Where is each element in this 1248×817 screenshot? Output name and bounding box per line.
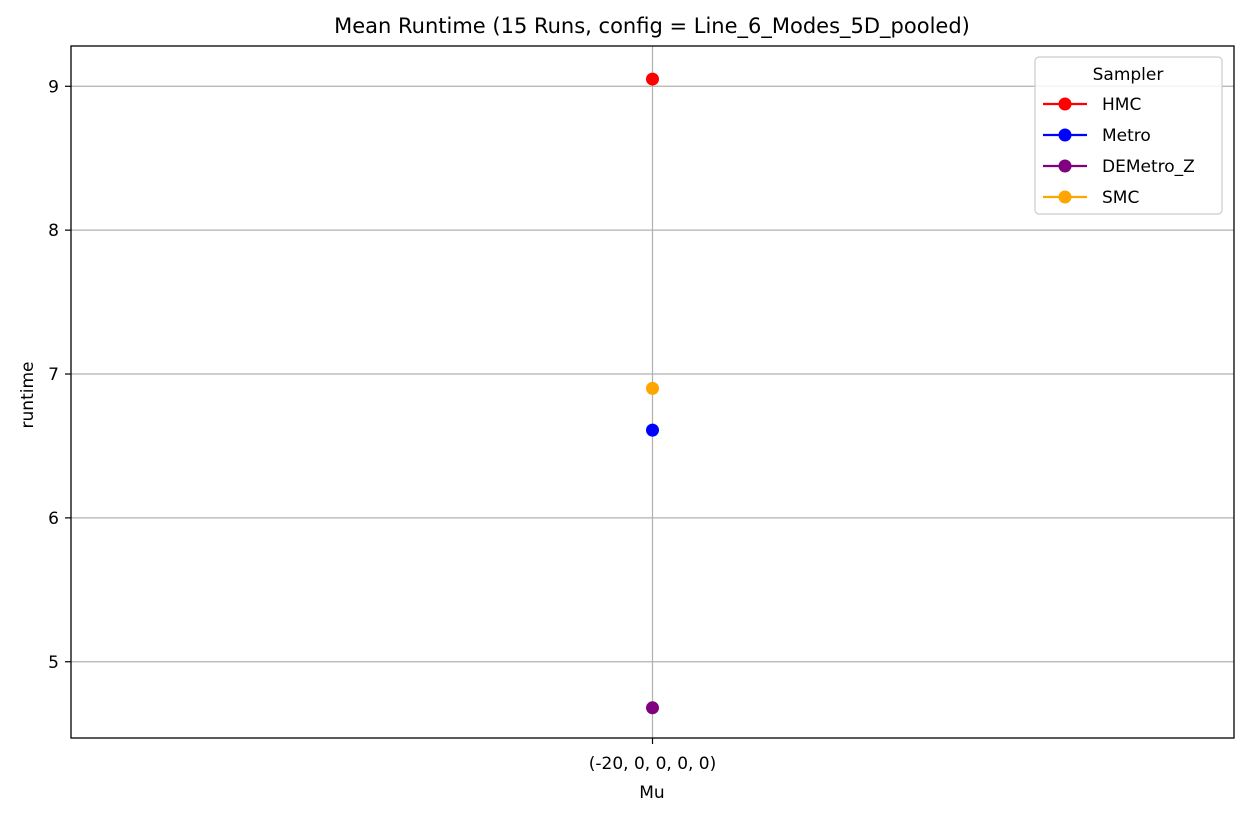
y-tick-label: 7 (48, 365, 59, 385)
y-tick-label: 6 (48, 509, 59, 529)
point-metro (646, 423, 659, 437)
x-tick-label: (-20, 0, 0, 0, 0) (589, 754, 717, 774)
y-tick-label: 9 (48, 77, 59, 97)
legend-marker-hmc (1058, 97, 1072, 111)
x-axis: (-20, 0, 0, 0, 0) (589, 738, 717, 774)
legend-marker-metro (1058, 128, 1072, 142)
y-tick-label: 8 (48, 221, 59, 241)
chart-title: Mean Runtime (15 Runs, config = Line_6_M… (334, 14, 970, 39)
point-smc (646, 381, 659, 395)
point-hmc (646, 72, 659, 86)
legend-label-hmc: HMC (1102, 95, 1141, 115)
y-tick-label: 5 (48, 653, 59, 673)
y-axis: 5 6 7 8 9 (48, 77, 71, 673)
legend-label-smc: SMC (1102, 188, 1139, 208)
legend-marker-smc (1058, 190, 1072, 204)
legend-label-demetro-z: DEMetro_Z (1102, 157, 1195, 177)
data-points (646, 72, 659, 715)
legend-box (1034, 56, 1223, 215)
y-axis-label: runtime (18, 362, 38, 429)
x-axis-label: Mu (639, 783, 664, 803)
point-demetro-z (646, 701, 659, 715)
legend-label-metro: Metro (1102, 126, 1151, 146)
legend-title: Sampler (1093, 65, 1164, 85)
legend-marker-demetro-z (1058, 159, 1072, 173)
legend: Sampler HMC Metro DEMetro_Z SMC (1034, 56, 1223, 215)
